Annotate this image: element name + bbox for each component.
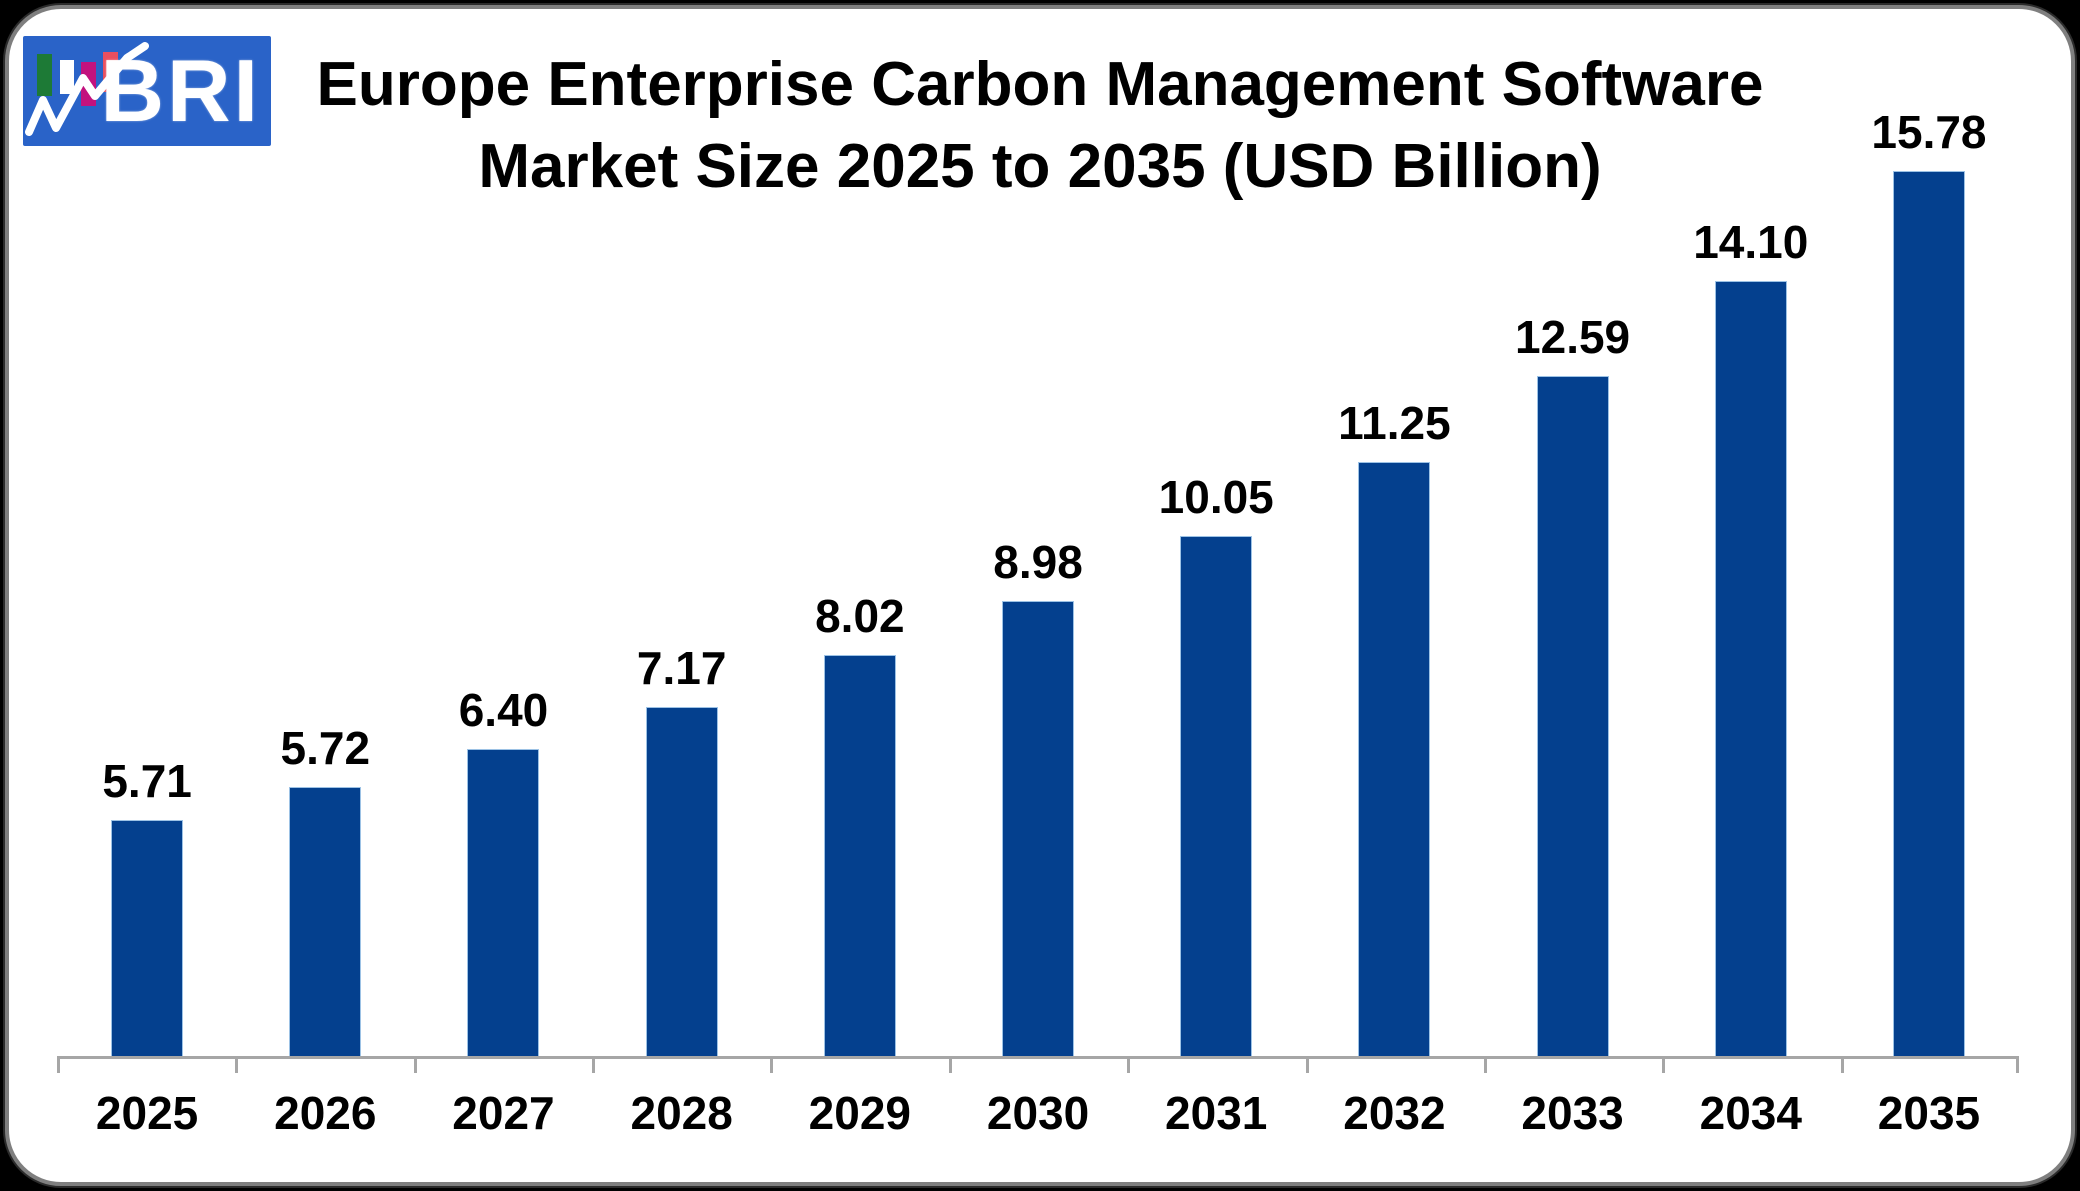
bar-2027	[467, 749, 540, 1058]
bar-slot-2032: 11.25	[1305, 171, 1483, 1058]
value-label-2033: 12.59	[1515, 311, 1631, 363]
x-axis-tick	[592, 1056, 596, 1073]
value-label-2035: 15.78	[1871, 106, 1987, 158]
x-axis-ticks	[57, 1056, 2019, 1073]
value-label-2030: 8.98	[993, 536, 1083, 588]
x-axis-line	[57, 1056, 2019, 1059]
x-axis-tick	[235, 1056, 239, 1073]
bar-slot-2031: 10.05	[1127, 171, 1305, 1058]
x-axis-tick	[1662, 1056, 1666, 1073]
bar-2029	[823, 655, 896, 1058]
bar-2026	[289, 787, 362, 1058]
chart-title-line2: Market Size 2025 to 2035 (USD Billion)	[478, 132, 1602, 201]
x-axis-tick	[413, 1056, 417, 1073]
bar-slot-2025: 5.71	[58, 171, 236, 1058]
x-axis-tick	[1483, 1056, 1487, 1073]
x-axis-tick	[2016, 1056, 2019, 1073]
x-axis-tick	[770, 1056, 774, 1073]
bar-slot-2028: 7.17	[593, 171, 771, 1058]
value-label-2026: 5.72	[280, 722, 371, 774]
logo: BRI	[23, 36, 271, 146]
value-label-2025: 5.71	[102, 755, 192, 807]
bar-slot-2034: 14.10	[1662, 171, 1840, 1058]
value-label-2034: 14.10	[1693, 216, 1809, 268]
x-tick-label-2033: 2033	[1521, 1087, 1624, 1139]
bar-slot-2029: 8.02	[771, 171, 949, 1058]
bar-2034	[1714, 281, 1787, 1058]
x-tick-label-2025: 2025	[95, 1087, 199, 1139]
bar-2031	[1180, 536, 1253, 1058]
x-tick-label-2028: 2028	[630, 1087, 733, 1139]
logo-mini-bar-white	[60, 60, 74, 94]
x-axis-tick	[57, 1056, 60, 1073]
x-axis-labels: 2025 2026 2027 2028 2029 2030 2031 2032 2033 2034…	[58, 1086, 2018, 1140]
plot-area: 5.71 5.72 6.40 7.17 8.02 8.98 10.05 11.25 12.59 1…	[58, 106, 2018, 1058]
bar-slot-2030: 8.98	[949, 171, 1127, 1058]
bar-slot-2035: 15.78	[1840, 106, 2018, 1058]
logo-trendline	[25, 42, 149, 136]
chart-title: Europe Enterprise Carbon Management Soft…	[0, 44, 2080, 208]
x-tick-label-2026: 2026	[274, 1087, 377, 1139]
value-label-2027: 6.40	[458, 684, 549, 736]
bar-slot-2027: 6.40	[414, 171, 592, 1058]
x-tick-label-2034: 2034	[1699, 1087, 1802, 1139]
bar-2035	[1892, 171, 1965, 1058]
value-label-2031: 10.05	[1158, 471, 1274, 523]
x-tick-label-2031: 2031	[1165, 1087, 1268, 1139]
value-label-2028: 7.17	[636, 642, 727, 694]
bar-2032	[1358, 462, 1431, 1058]
bar-2025	[111, 820, 184, 1058]
bar-2028	[645, 707, 718, 1058]
logo-trend-chart-icon	[25, 42, 149, 136]
logo-mini-bar-green	[37, 54, 52, 96]
x-axis-tick	[1305, 1056, 1309, 1073]
bar-slot-2026: 5.72	[236, 171, 414, 1058]
x-tick-label-2029: 2029	[808, 1087, 912, 1139]
x-tick-label-2030: 2030	[986, 1087, 1090, 1139]
x-axis-tick	[1840, 1056, 1844, 1073]
x-axis-tick	[948, 1056, 952, 1073]
value-label-2029: 8.02	[815, 590, 905, 642]
bar-slot-2033: 12.59	[1484, 171, 1662, 1058]
x-tick-label-2032: 2032	[1343, 1087, 1446, 1139]
x-axis-tick	[1127, 1056, 1131, 1073]
chart-title-line1: Europe Enterprise Carbon Management Soft…	[316, 50, 1764, 119]
value-label-2032: 11.25	[1338, 397, 1451, 449]
bar-2030	[1002, 601, 1075, 1058]
logo-text: BRI	[100, 41, 261, 140]
bar-2033	[1536, 376, 1609, 1058]
x-tick-label-2027: 2027	[452, 1087, 555, 1139]
x-tick-label-2035: 2035	[1877, 1087, 1981, 1139]
